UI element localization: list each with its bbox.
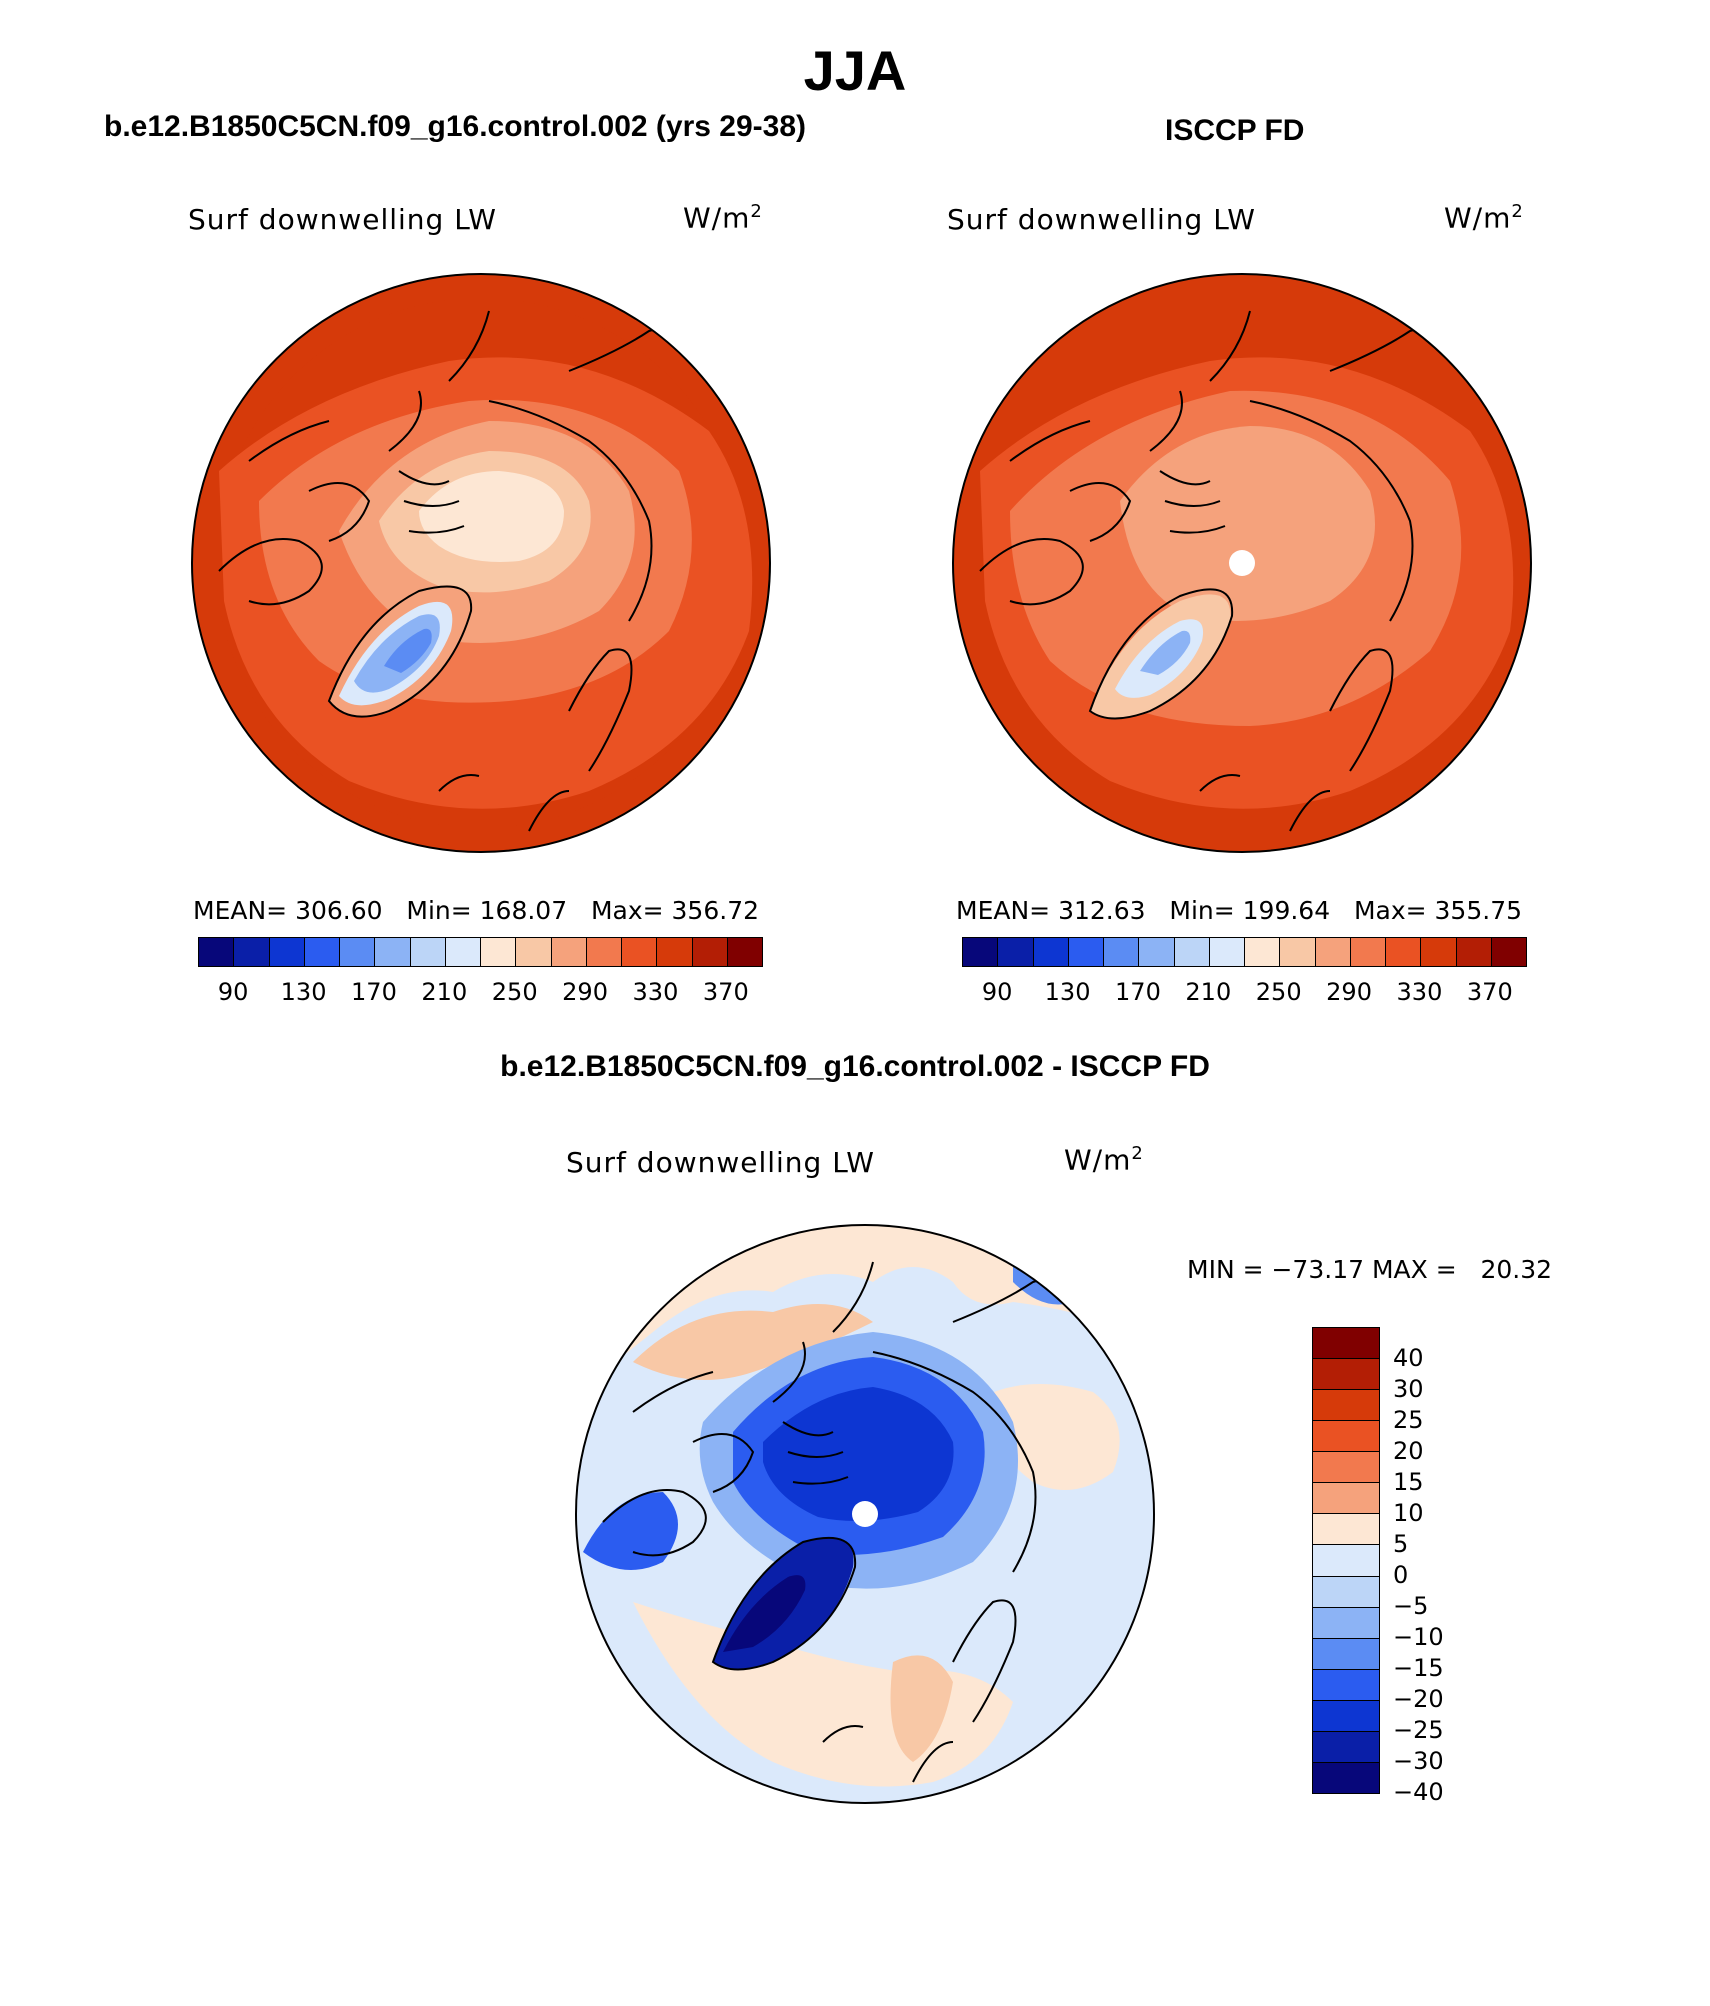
colorbar-swatch: [1313, 1545, 1379, 1577]
colorbar-swatch: [1313, 1359, 1379, 1391]
colorbar-tick-label: −10: [1393, 1623, 1444, 1651]
colorbar-tick-label: 20: [1393, 1437, 1424, 1465]
colorbar-tick-label: 210: [1185, 978, 1232, 1006]
polar-map-observations: [952, 273, 1532, 853]
colorbar-swatch: [1313, 1390, 1379, 1422]
colorbar-swatch: [1104, 938, 1140, 966]
colorbar-swatch: [998, 938, 1034, 966]
colorbar-tick-label: 90: [981, 978, 1013, 1006]
colorbar-swatch: [481, 938, 517, 966]
colorbar-tick-label: 10: [1393, 1499, 1424, 1527]
colorbar-model: [198, 937, 763, 967]
colorbar-swatch: [1313, 1514, 1379, 1546]
colorbar-tick-label: −20: [1393, 1685, 1444, 1713]
colorbar-swatch: [551, 938, 587, 966]
panel-1-variable-label: Surf downwelling LW: [188, 203, 497, 236]
colorbar-swatch: [1313, 1762, 1379, 1793]
colorbar-swatch: [199, 938, 235, 966]
colorbar-swatch: [1313, 1607, 1379, 1639]
colorbar-swatch: [1313, 1328, 1379, 1360]
colorbar-swatch: [269, 938, 305, 966]
colorbar-swatch: [1313, 1700, 1379, 1732]
panel-3-variable-label: Surf downwelling LW: [566, 1146, 875, 1179]
colorbar-swatch: [1174, 938, 1210, 966]
colorbar-swatch: [1491, 938, 1526, 966]
colorbar-swatch: [375, 938, 411, 966]
colorbar-swatch: [727, 938, 762, 966]
colorbar-tick-label: 5: [1393, 1530, 1409, 1558]
colorbar-swatch: [1456, 938, 1492, 966]
colorbar-swatch: [1421, 938, 1457, 966]
colorbar-tick-label: 130: [1044, 978, 1091, 1006]
panel-2-variable-label: Surf downwelling LW: [947, 203, 1256, 236]
colorbar-tick-label: 130: [280, 978, 327, 1006]
colorbar-tick-label: 170: [1115, 978, 1161, 1006]
colorbar-swatch: [586, 938, 622, 966]
colorbar-swatch: [1209, 938, 1245, 966]
colorbar-swatch: [692, 938, 728, 966]
colorbar-swatch: [1313, 1669, 1379, 1701]
colorbar-swatch: [1033, 938, 1069, 966]
colorbar-swatch: [657, 938, 693, 966]
colorbar-swatch: [963, 938, 999, 966]
colorbar-tick-label: 25: [1393, 1406, 1424, 1434]
panel-3-stats: MIN = −73.17 MAX = 20.32: [1187, 1255, 1553, 1284]
colorbar-tick-label: 0: [1393, 1561, 1409, 1589]
colorbar-tick-label: 170: [351, 978, 397, 1006]
colorbar-swatch: [410, 938, 446, 966]
colorbar-tick-label: 330: [632, 978, 679, 1006]
panel-2-stats: MEAN= 312.63 Min= 199.64 Max= 355.75: [956, 896, 1523, 925]
colorbar-tick-label: −15: [1393, 1654, 1444, 1682]
colorbar-swatch: [1245, 938, 1281, 966]
colorbar-tick-label: 250: [1255, 978, 1302, 1006]
page-title: JJA: [803, 39, 907, 102]
colorbar-tick-label: 370: [702, 978, 749, 1006]
panel-2-units-label: W/m2: [1444, 201, 1524, 235]
colorbar-tick-label: 290: [1326, 978, 1372, 1006]
colorbar-tick-label: 90: [217, 978, 249, 1006]
colorbar-swatch: [516, 938, 552, 966]
panel-2-header: ISCCP FD: [1165, 114, 1305, 147]
colorbar-observations: [962, 937, 1527, 967]
panel-1-stats: MEAN= 306.60 Min= 168.07 Max= 356.72: [193, 896, 760, 925]
panel-3-units-label: W/m2: [1064, 1143, 1144, 1177]
colorbar-swatch: [1313, 1731, 1379, 1763]
colorbar-swatch: [1280, 938, 1316, 966]
colorbar-swatch: [340, 938, 376, 966]
colorbar-tick-label: 210: [421, 978, 468, 1006]
colorbar-tick-label: −30: [1393, 1747, 1444, 1775]
colorbar-tick-label: 250: [491, 978, 538, 1006]
polar-map-difference: [575, 1224, 1155, 1804]
colorbar-tick-label: 290: [562, 978, 608, 1006]
colorbar-swatch: [1313, 1576, 1379, 1608]
colorbar-swatch: [445, 938, 481, 966]
colorbar-swatch: [1350, 938, 1386, 966]
colorbar-swatch: [1315, 938, 1351, 966]
colorbar-swatch: [234, 938, 270, 966]
colorbar-tick-label: −40: [1393, 1778, 1444, 1806]
colorbar-tick-label: 370: [1466, 978, 1513, 1006]
colorbar-swatch: [1313, 1452, 1379, 1484]
colorbar-swatch: [1313, 1638, 1379, 1670]
colorbar-tick-label: 15: [1393, 1468, 1424, 1496]
colorbar-swatch: [1386, 938, 1422, 966]
colorbar-difference: [1312, 1327, 1380, 1794]
colorbar-swatch: [1139, 938, 1175, 966]
polar-map-model: [191, 273, 771, 853]
panel-3-header: b.e12.B1850C5CN.f09_g16.control.002 - IS…: [500, 1050, 1210, 1083]
panel-1-header: b.e12.B1850C5CN.f09_g16.control.002 (yrs…: [104, 110, 807, 143]
colorbar-tick-label: −5: [1393, 1592, 1429, 1620]
colorbar-swatch: [1313, 1483, 1379, 1515]
colorbar-tick-label: 330: [1396, 978, 1443, 1006]
colorbar-tick-label: 30: [1393, 1375, 1424, 1403]
colorbar-tick-label: 40: [1393, 1344, 1424, 1372]
colorbar-swatch: [622, 938, 658, 966]
colorbar-swatch: [304, 938, 340, 966]
panel-1-units-label: W/m2: [683, 201, 763, 235]
colorbar-swatch: [1313, 1421, 1379, 1453]
colorbar-swatch: [1068, 938, 1104, 966]
colorbar-tick-label: −25: [1393, 1716, 1444, 1744]
